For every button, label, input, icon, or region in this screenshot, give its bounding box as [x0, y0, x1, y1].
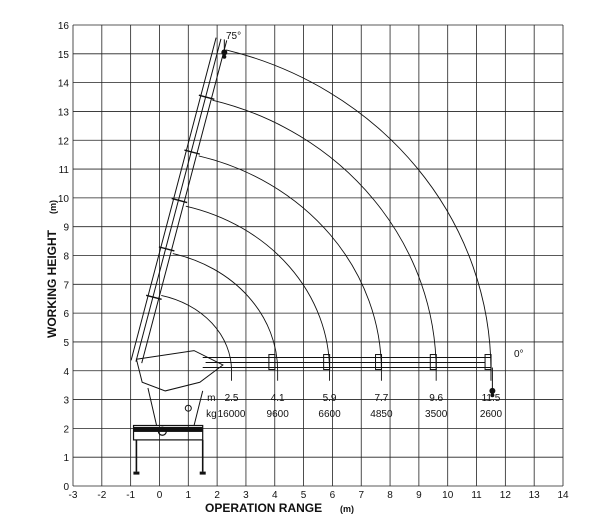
hydraulic-joint [184, 404, 192, 412]
y-tick-label: 7 [63, 280, 69, 291]
y-tick-label: 1 [63, 453, 69, 464]
x-tick-label: -2 [97, 490, 106, 501]
x-tick-label: 8 [387, 490, 393, 501]
y-tick-label: 13 [58, 107, 70, 118]
x-tick-label: 2 [214, 490, 220, 501]
x-tick-label: 7 [358, 490, 364, 501]
x-tick-label: 0 [157, 490, 163, 501]
table-reach-value: 7.7 [374, 393, 388, 404]
crane-column [147, 387, 204, 426]
hook [222, 54, 227, 59]
y-tick-label: 0 [63, 482, 69, 493]
table-reach-value: 2.5 [225, 393, 239, 404]
x-tick-label: 14 [557, 490, 569, 501]
x-tick-label: 13 [529, 490, 541, 501]
crane-column-arm [135, 350, 224, 392]
x-tick-label: 9 [416, 490, 422, 501]
y-tick-label: 6 [63, 309, 69, 320]
x-tick-label: 11 [471, 490, 482, 501]
y-tick-label: 5 [63, 338, 69, 349]
y-tick-label: 16 [58, 21, 70, 32]
x-tick-label: 1 [186, 490, 192, 501]
x-tick-label: 6 [330, 490, 336, 501]
angle-label-max: 75° [226, 31, 241, 42]
hook-block [221, 49, 228, 56]
table-reach-value: 9.6 [429, 393, 443, 404]
table-reach-value: 5.9 [323, 393, 337, 404]
load-table: m kg 2.5 16000 4.1 9600 5.9 6600 7.7 4850 9.6 3500 1… [206, 393, 502, 420]
boom-section-joint [268, 354, 276, 371]
x-tick-labels: -3 -2 -1 0 1 2 3 4 5 6 7 8 9 10 11 12 13 14 [69, 490, 569, 501]
envelope-arcs [161, 49, 492, 381]
y-axis-unit: (m) [48, 200, 58, 214]
table-load-value: 9600 [267, 409, 290, 420]
crane-base [132, 424, 204, 441]
x-axis-unit: (m) [340, 504, 354, 514]
table-load-value: 3500 [425, 409, 448, 420]
y-tick-label: 11 [59, 165, 70, 176]
table-unit-reach: m [207, 393, 215, 404]
table-reach-value: 4.1 [271, 393, 285, 404]
x-tick-label: 3 [243, 490, 249, 501]
angle-label-min: 0° [514, 349, 524, 360]
y-tick-label: 14 [58, 79, 70, 90]
table-load-value: 16000 [218, 409, 246, 420]
x-tick-label: 4 [272, 490, 278, 501]
y-tick-label: 15 [58, 50, 70, 61]
y-tick-label: 4 [63, 367, 69, 378]
table-reach-value: 11.5 [482, 393, 501, 404]
hook [490, 393, 495, 398]
boom-section-joint [323, 354, 331, 371]
crane-base-plate [133, 426, 203, 432]
envelope-arc [185, 205, 330, 381]
x-tick-label: 5 [301, 490, 307, 501]
boom-section-joint [198, 94, 215, 100]
boom-section-joint [171, 197, 188, 204]
envelope-arc [161, 294, 232, 381]
table-load-value: 4850 [370, 409, 393, 420]
table-unit-load: kg [206, 409, 217, 420]
x-axis-title: OPERATION RANGE [205, 501, 322, 515]
boom-section-joint [145, 294, 162, 301]
envelope-arc [226, 49, 492, 381]
envelope-arc [172, 253, 279, 381]
y-tick-label: 3 [63, 396, 69, 407]
boom-section-joint [375, 354, 383, 371]
y-axis-title: WORKING HEIGHT [45, 229, 59, 338]
boom-section-joint [184, 149, 201, 155]
x-tick-label: -3 [69, 490, 78, 501]
y-tick-label: 8 [63, 252, 69, 263]
boom-section-joint [158, 246, 175, 252]
boom-section-joint [484, 354, 492, 371]
y-tick-label: 2 [63, 424, 69, 435]
boom-section-joint [429, 354, 437, 371]
x-tick-label: 10 [442, 490, 454, 501]
slew-gear [157, 426, 167, 436]
table-load-value: 6600 [318, 409, 341, 420]
stabiliser-foot [199, 471, 206, 475]
envelope-arc [212, 99, 437, 381]
x-tick-label: 12 [500, 490, 512, 501]
hook-block [489, 387, 496, 394]
y-tick-label: 12 [58, 136, 70, 147]
envelope-arc [198, 155, 382, 381]
y-tick-label: 10 [58, 194, 70, 205]
table-load-value: 2600 [480, 409, 503, 420]
stabiliser-foot [133, 471, 140, 475]
crane-drawing [130, 37, 496, 475]
y-tick-label: 9 [63, 223, 69, 234]
x-tick-label: -1 [126, 490, 135, 501]
